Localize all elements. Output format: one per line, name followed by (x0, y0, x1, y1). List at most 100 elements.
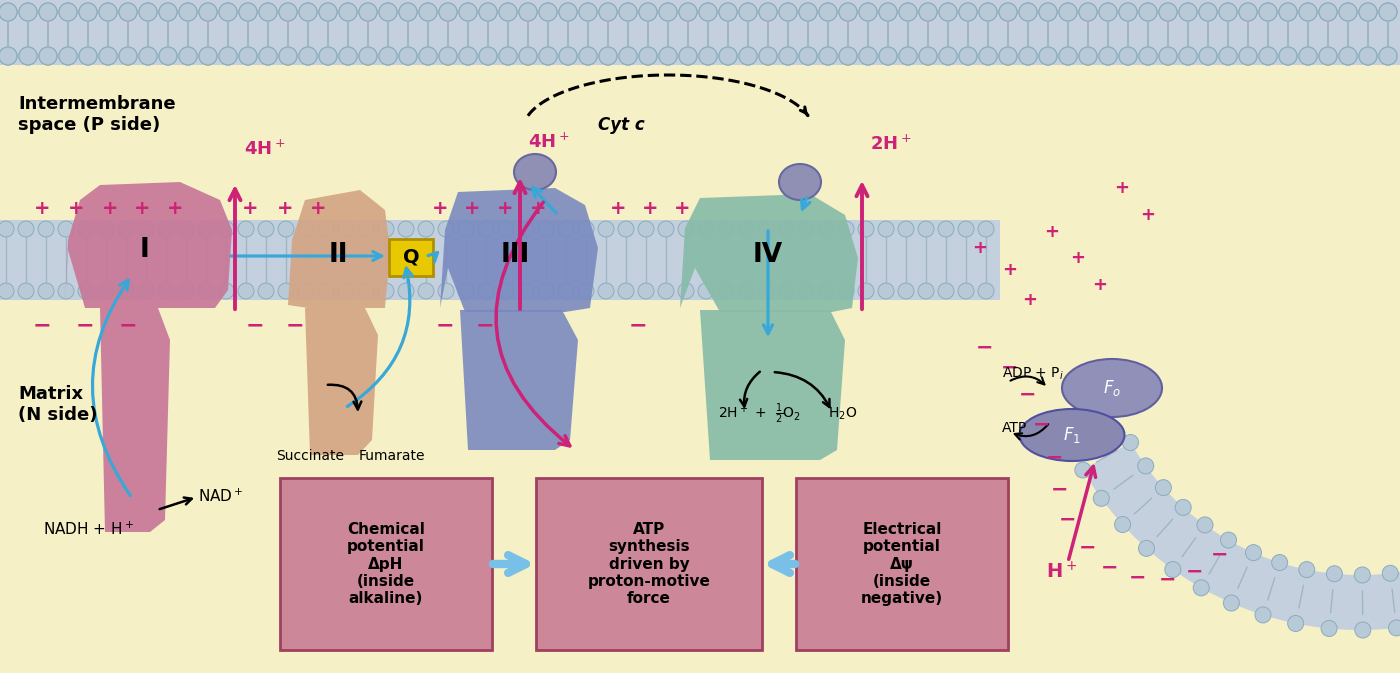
Circle shape (720, 3, 736, 21)
Circle shape (0, 47, 17, 65)
Circle shape (239, 3, 258, 21)
Circle shape (580, 47, 596, 65)
Circle shape (580, 47, 596, 65)
Circle shape (718, 283, 734, 299)
Circle shape (339, 3, 357, 21)
Circle shape (899, 47, 917, 65)
Circle shape (1079, 3, 1098, 21)
Circle shape (638, 3, 657, 21)
Text: Electrical
potential
Δψ
(inside
negative): Electrical potential Δψ (inside negative… (861, 522, 944, 606)
Circle shape (1175, 499, 1191, 516)
Circle shape (638, 47, 657, 65)
Circle shape (619, 3, 637, 21)
Text: −: − (1046, 448, 1064, 468)
Circle shape (1259, 47, 1277, 65)
Circle shape (1140, 3, 1156, 21)
Circle shape (459, 47, 477, 65)
Polygon shape (1082, 150, 1400, 630)
Circle shape (679, 47, 697, 65)
Circle shape (39, 47, 57, 65)
Polygon shape (64, 182, 232, 308)
Circle shape (1058, 3, 1077, 21)
Circle shape (598, 283, 615, 299)
Text: −: − (1033, 415, 1051, 435)
Circle shape (399, 3, 417, 21)
Circle shape (659, 47, 678, 65)
Circle shape (419, 3, 437, 21)
Circle shape (1000, 3, 1016, 21)
Circle shape (1179, 47, 1197, 65)
Polygon shape (680, 194, 858, 312)
Text: −: − (1060, 510, 1077, 530)
Circle shape (18, 283, 34, 299)
Circle shape (778, 283, 794, 299)
Text: 4H$^+$: 4H$^+$ (244, 140, 286, 159)
Circle shape (179, 47, 197, 65)
Circle shape (1099, 47, 1117, 65)
Circle shape (1299, 561, 1315, 577)
Circle shape (1299, 3, 1317, 21)
Circle shape (839, 47, 857, 65)
Circle shape (599, 47, 617, 65)
Circle shape (1246, 544, 1261, 561)
Circle shape (1379, 47, 1397, 65)
Circle shape (238, 283, 253, 299)
Circle shape (419, 283, 434, 299)
Circle shape (1099, 3, 1117, 21)
Circle shape (860, 3, 876, 21)
Circle shape (878, 283, 895, 299)
Text: +: + (1002, 261, 1018, 279)
Circle shape (199, 3, 217, 21)
Circle shape (0, 283, 14, 299)
Circle shape (1140, 3, 1156, 21)
Circle shape (179, 3, 197, 21)
Circle shape (659, 3, 678, 21)
Circle shape (939, 3, 958, 21)
Circle shape (1319, 47, 1337, 65)
Circle shape (279, 221, 294, 237)
Circle shape (638, 283, 654, 299)
Circle shape (259, 3, 277, 21)
Circle shape (699, 283, 714, 299)
Circle shape (358, 283, 374, 299)
Circle shape (599, 3, 617, 21)
Circle shape (1382, 565, 1399, 581)
Circle shape (0, 221, 14, 237)
Circle shape (78, 3, 97, 21)
Text: +: + (673, 199, 690, 217)
Circle shape (1019, 3, 1037, 21)
Circle shape (139, 221, 154, 237)
Circle shape (1280, 3, 1296, 21)
Circle shape (39, 47, 57, 65)
Circle shape (979, 3, 997, 21)
Circle shape (38, 283, 55, 299)
Circle shape (1019, 47, 1037, 65)
Circle shape (158, 283, 174, 299)
Circle shape (658, 283, 673, 299)
Text: −: − (1019, 385, 1037, 405)
Circle shape (1271, 555, 1288, 571)
Circle shape (1379, 47, 1397, 65)
Circle shape (59, 47, 77, 65)
Text: −: − (76, 315, 94, 335)
Bar (0, 0, 1400, 65)
Circle shape (18, 221, 34, 237)
Circle shape (379, 47, 398, 65)
Circle shape (559, 47, 577, 65)
Circle shape (438, 283, 454, 299)
Circle shape (419, 47, 437, 65)
Polygon shape (288, 190, 391, 308)
Circle shape (160, 47, 176, 65)
Circle shape (518, 221, 533, 237)
Text: +: + (431, 199, 448, 217)
Circle shape (959, 3, 977, 21)
Circle shape (399, 3, 417, 21)
Circle shape (578, 283, 594, 299)
Circle shape (59, 47, 77, 65)
Circle shape (1039, 3, 1057, 21)
Circle shape (279, 3, 297, 21)
Circle shape (259, 47, 277, 65)
Text: ATP
synthesis
driven by
proton-motive
force: ATP synthesis driven by proton-motive fo… (588, 522, 710, 606)
Circle shape (519, 3, 538, 21)
Text: H$^+$: H$^+$ (1046, 561, 1078, 582)
